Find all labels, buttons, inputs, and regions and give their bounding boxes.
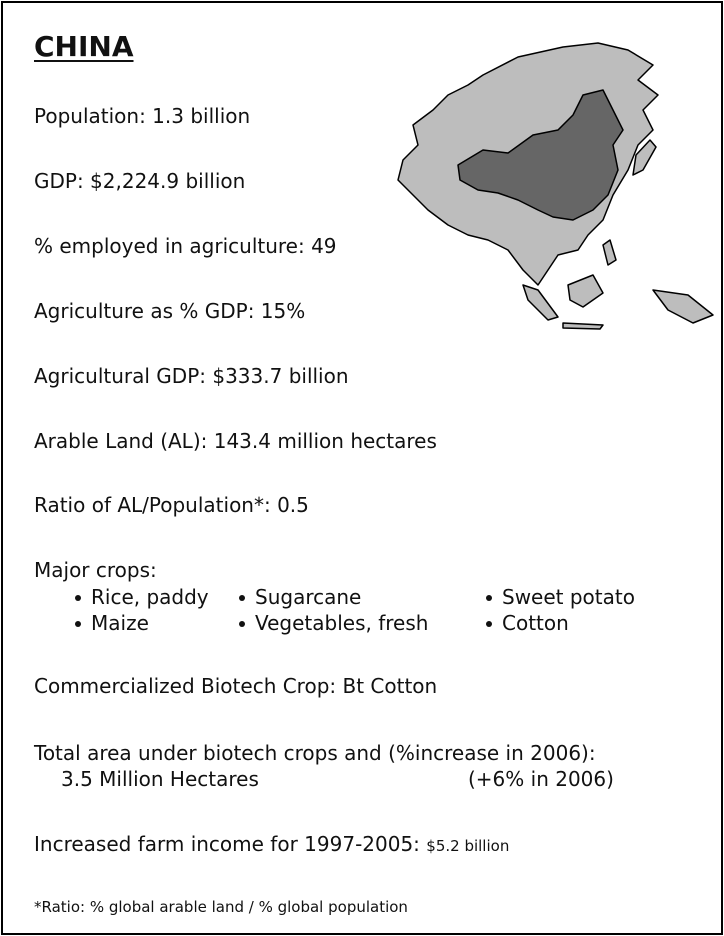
crop: Rice, paddy [71,587,209,607]
java [562,322,604,330]
farm-income-value: $5.2 billion [426,837,510,855]
farm-income: Increased farm income for 1997-2005: $5.… [34,834,509,854]
fact: % employed in agriculture: 49 [34,234,337,258]
philippines [602,239,617,266]
borneo [567,274,604,308]
crop: Maize [71,613,149,633]
biotech-crop: Commercialized Biotech Crop: Bt Cotton [34,674,438,698]
new-guinea [652,289,714,324]
area-increase: (+6% in 2006) [468,767,614,791]
fact: Arable Land (AL): 143.4 million hectares [34,429,437,453]
footnote: *Ratio: % global arable land / % global … [34,898,408,916]
japan [632,139,657,176]
sumatra [522,284,559,321]
total-area-heading: Total area under biotech crops and (%inc… [34,741,596,765]
china [457,89,624,221]
crop: Vegetables, fresh [235,613,428,633]
title: CHINA [34,30,134,63]
fact: Agricultural GDP: $333.7 billion [34,364,349,388]
fact: Population: 1.3 billion [34,104,251,128]
crop: Sweet potato [482,587,635,607]
crops-heading: Major crops: [34,558,157,582]
crop: Cotton [482,613,569,633]
crop: Sugarcane [235,587,361,607]
asia-map [397,42,714,330]
fact: GDP: $2,224.9 billion [34,169,246,193]
fact: Agriculture as % GDP: 15% [34,299,306,323]
total-area: 3.5 Million Hectares [61,767,259,791]
fact: Ratio of AL/Population*: 0.5 [34,493,309,517]
farm-income-label: Increased farm income for 1997-2005: [34,832,420,856]
